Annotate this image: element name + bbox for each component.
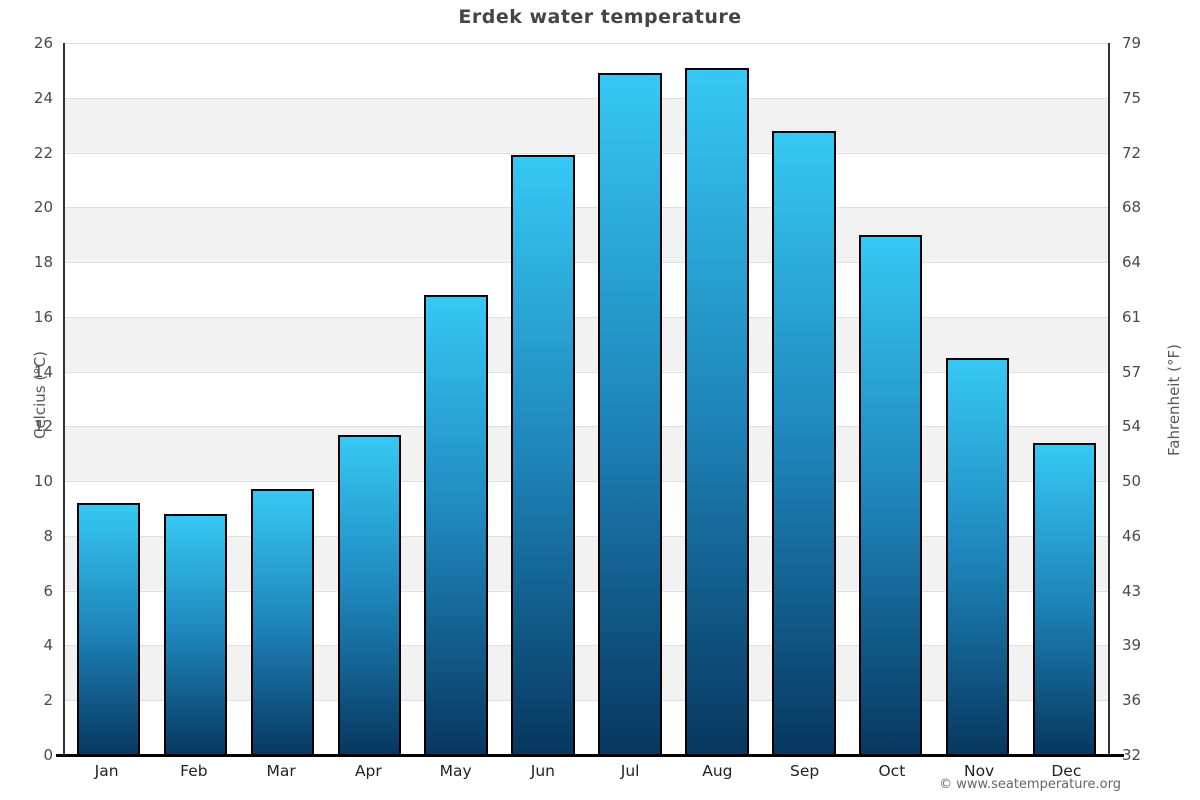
y-tick-fahrenheit: 32 <box>1122 746 1142 764</box>
x-label-sep: Sep <box>790 762 820 780</box>
x-axis-labels: Jan Feb Mar Apr May Jun Jul Aug Sep Oct Nov Dec <box>63 760 1110 784</box>
y-tick-celsius: 2 <box>43 691 53 710</box>
gridline <box>65 262 1108 264</box>
y-tick-fahrenheit: 75 <box>1122 88 1142 107</box>
x-label-nov: Nov <box>963 762 995 780</box>
y-tick-celsius: 12 <box>33 417 53 436</box>
y-tick-fahrenheit: 79 <box>1122 34 1142 52</box>
bar-slot-oct <box>847 43 934 755</box>
gridline <box>65 426 1108 428</box>
bar-sep <box>772 130 836 755</box>
x-label-oct: Oct <box>878 762 906 780</box>
y-tick-celsius: 0 <box>43 746 53 764</box>
y-tick-fahrenheit: 46 <box>1122 526 1142 545</box>
y-tick-celsius: 10 <box>33 472 53 491</box>
y-tick-fahrenheit: 68 <box>1122 198 1142 217</box>
bar-nov <box>945 357 1010 755</box>
y-tick-fahrenheit: 72 <box>1122 143 1142 162</box>
bar-slot-jan <box>65 43 152 755</box>
y-tick-celsius: 18 <box>33 253 53 272</box>
x-label-mar: Mar <box>266 762 296 780</box>
y-tick-celsius: 8 <box>43 526 53 545</box>
bar-oct <box>859 234 923 755</box>
y-axis-title-celsius: Celcius (°C) <box>31 350 49 440</box>
y-tick-fahrenheit: 50 <box>1122 472 1142 491</box>
bar-jan <box>76 503 141 755</box>
bar-feb <box>163 514 228 755</box>
bar-apr <box>337 434 401 755</box>
bar-slot-sep <box>760 43 847 755</box>
x-label-aug: Aug <box>702 762 733 780</box>
bar-mar <box>250 489 315 755</box>
bar-slot-apr <box>326 43 413 755</box>
y-tick-celsius: 14 <box>33 362 53 381</box>
y-tick-fahrenheit: 43 <box>1122 581 1142 600</box>
y-tick-celsius: 24 <box>33 88 53 107</box>
y-tick-fahrenheit: 57 <box>1122 362 1142 381</box>
y-axis-title-fahrenheit: Fahrenheit (°F) <box>1165 344 1183 456</box>
bar-series <box>65 43 1108 755</box>
bar-aug <box>685 67 749 755</box>
x-label-may: May <box>439 762 472 780</box>
x-axis-line <box>56 754 1124 757</box>
bar-slot-feb <box>152 43 239 755</box>
gridline <box>65 535 1108 537</box>
bar-may <box>424 294 488 755</box>
bar-slot-dec <box>1021 43 1108 755</box>
y-tick-celsius: 22 <box>33 143 53 162</box>
gridline <box>65 207 1108 209</box>
y-tick-fahrenheit: 39 <box>1122 636 1142 655</box>
bar-slot-jun <box>500 43 587 755</box>
y-tick-celsius: 6 <box>43 581 53 600</box>
y-tick-celsius: 16 <box>33 307 53 326</box>
gridline <box>65 97 1108 99</box>
x-label-jun: Jun <box>530 762 555 780</box>
bar-dec <box>1032 442 1097 755</box>
y-tick-fahrenheit: 64 <box>1122 253 1142 272</box>
gridline <box>65 645 1108 647</box>
x-label-jul: Jul <box>620 762 640 780</box>
y-tick-fahrenheit: 36 <box>1122 691 1142 710</box>
y-tick-celsius: 26 <box>33 34 53 52</box>
y-tick-fahrenheit: 61 <box>1122 307 1142 326</box>
x-label-feb: Feb <box>180 762 208 780</box>
gridline <box>65 700 1108 702</box>
bar-slot-may <box>413 43 500 755</box>
bar-slot-mar <box>239 43 326 755</box>
gridline <box>65 152 1108 154</box>
y-tick-celsius: 4 <box>43 636 53 655</box>
y-tick-celsius: 20 <box>33 198 53 217</box>
y-axis-ticks-celsius: 0 2 4 6 8 10 12 14 16 18 20 22 24 26 <box>0 34 53 764</box>
x-label-dec: Dec <box>1051 762 1082 780</box>
bar-slot-aug <box>673 43 760 755</box>
bar-slot-nov <box>934 43 1021 755</box>
gridline <box>65 43 1108 44</box>
gridline <box>65 590 1108 592</box>
bar-jul <box>598 73 662 755</box>
y-axis-ticks-fahrenheit: 32 36 39 43 46 50 54 57 61 64 68 72 75 79 <box>1122 34 1192 764</box>
x-label-apr: Apr <box>354 762 382 780</box>
plot-area <box>63 43 1110 755</box>
copyright-notice: © www.seatemperature.org <box>939 777 1121 792</box>
chart-title: Erdek water temperature <box>458 6 742 28</box>
bar-slot-jul <box>587 43 674 755</box>
gridline <box>65 371 1108 373</box>
bar-jun <box>511 155 575 755</box>
gridline <box>65 316 1108 318</box>
y-tick-fahrenheit: 54 <box>1122 417 1142 436</box>
x-label-jan: Jan <box>94 762 119 780</box>
gridline <box>65 481 1108 483</box>
